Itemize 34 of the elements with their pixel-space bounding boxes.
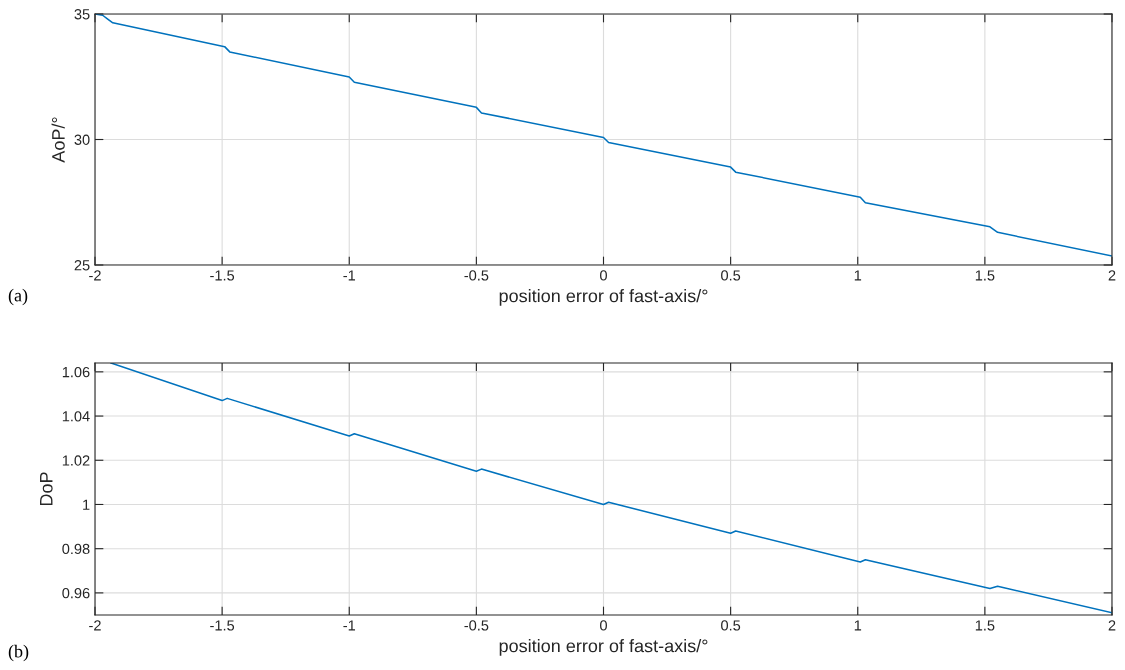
text: (a) — [8, 288, 28, 306]
y-tick-label: 1.06 — [62, 366, 90, 378]
x-tick-label: -0.5 — [464, 270, 489, 281]
x-axis-title: position error of fast-axis/° — [499, 289, 708, 306]
line-series — [110, 363, 1112, 614]
x-tick-label: -2 — [89, 620, 101, 631]
y-tick-label: 25 — [74, 260, 90, 271]
y-tick-label: 35 — [74, 9, 90, 20]
x-tick-label: 0.5 — [721, 270, 741, 281]
x-tick-label: 2 — [1108, 620, 1116, 631]
x-tick-label: 0.5 — [721, 620, 741, 631]
x-tick-label: 0 — [600, 620, 607, 631]
x-tick-label: 1.5 — [975, 270, 995, 281]
x-tick-label: 2 — [1108, 270, 1116, 281]
y-tick-label: 1.04 — [62, 411, 90, 422]
x-tick-label: -1 — [343, 270, 356, 281]
x-tick-label: 1 — [854, 270, 862, 281]
text: (b) — [8, 644, 29, 662]
y-axis-title: DoP — [40, 472, 53, 506]
y-tick-label: 1 — [83, 499, 90, 510]
x-tick-label: -1.5 — [210, 270, 235, 281]
x-tick-label: 1.5 — [975, 620, 995, 631]
y-axis-title: AoP/° — [51, 117, 65, 163]
x-tick-label: 0 — [600, 270, 607, 281]
x-axis-title: position error of fast-axis/° — [499, 639, 708, 656]
x-tick-label: -2 — [89, 270, 101, 281]
x-tick-label: -1.5 — [210, 620, 235, 631]
x-tick-label: -1 — [343, 620, 356, 631]
x-tick-label: 1 — [854, 620, 862, 631]
y-tick-label: 0.98 — [62, 543, 90, 555]
y-tick-label: 30 — [74, 134, 90, 145]
y-tick-label: 0.96 — [62, 588, 90, 599]
x-tick-label: -0.5 — [464, 620, 489, 631]
y-tick-label: 1.02 — [62, 455, 90, 466]
